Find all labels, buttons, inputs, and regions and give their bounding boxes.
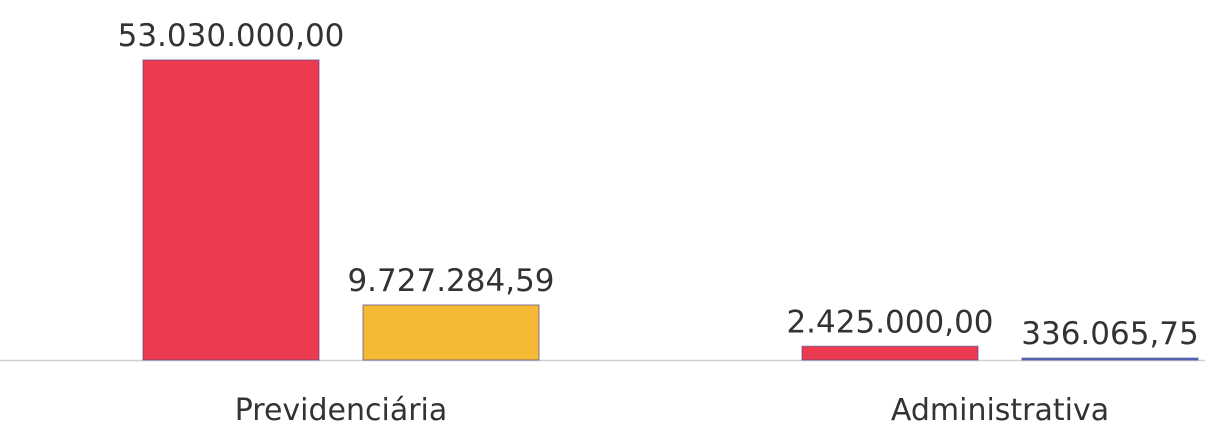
data-label: 53.030.000,00 [118, 18, 345, 54]
bar [1021, 357, 1199, 361]
data-label: 336.065,75 [1021, 316, 1199, 352]
x-tick-label: Previdenciária [235, 393, 448, 424]
bar [801, 345, 979, 361]
bar [142, 59, 320, 361]
bar [362, 304, 540, 361]
data-label: 9.727.284,59 [347, 263, 554, 299]
data-label: 2.425.000,00 [786, 304, 993, 340]
x-tick-label: Administrativa [891, 393, 1109, 424]
